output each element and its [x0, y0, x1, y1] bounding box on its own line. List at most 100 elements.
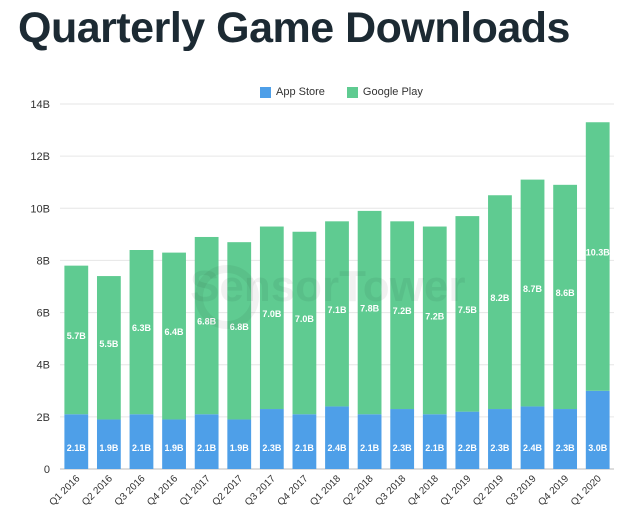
y-tick-label: 10B	[30, 203, 50, 215]
bar-google-play[interactable]	[455, 216, 480, 412]
legend-item-app-store[interactable]: App Store	[260, 86, 325, 98]
bar-google-play[interactable]	[96, 276, 121, 420]
x-tick-label: Q3 2019	[504, 473, 539, 508]
bar-google-play[interactable]	[390, 221, 415, 410]
bar-google-play[interactable]	[64, 265, 89, 415]
legend-swatch-google-play	[346, 86, 358, 98]
data-label: 1.9B	[165, 443, 185, 453]
x-tick-label: Q1 2019	[439, 473, 474, 508]
x-tick-label: Q3 2016	[113, 473, 148, 508]
data-label: 2.3B	[490, 443, 510, 453]
y-tick-label: 8B	[37, 255, 50, 267]
legend-label-google-play: Google Play	[362, 86, 423, 98]
data-label: 2.1B	[295, 443, 315, 453]
data-label: 8.2B	[490, 293, 510, 303]
bar-app-store[interactable]	[390, 409, 415, 469]
x-tick-label: Q2 2018	[341, 473, 376, 508]
data-label: 3.0B	[588, 443, 608, 453]
bar-app-store[interactable]	[553, 409, 578, 469]
data-label: 10.3B	[586, 248, 611, 258]
x-tick-label: Q3 2017	[243, 473, 278, 508]
x-tick-label: Q1 2020	[569, 473, 604, 508]
bar-app-store[interactable]	[455, 411, 480, 469]
bar-google-play[interactable]	[553, 184, 578, 410]
bar-app-store[interactable]	[129, 414, 154, 469]
bar-app-store[interactable]	[227, 419, 252, 469]
data-label: 2.4B	[523, 443, 543, 453]
data-label: 6.8B	[230, 322, 250, 332]
watermark-logo-icon	[195, 265, 259, 329]
data-label: 2.3B	[393, 443, 413, 453]
bar-app-store[interactable]	[357, 414, 382, 469]
bar-google-play[interactable]	[585, 122, 610, 391]
bar-app-store[interactable]	[64, 414, 89, 469]
bar-app-store[interactable]	[325, 406, 349, 469]
data-label: 7.8B	[360, 304, 380, 314]
x-tick-label: Q1 2016	[48, 473, 83, 508]
data-label: 2.3B	[556, 443, 576, 453]
bar-app-store[interactable]	[194, 414, 219, 469]
bar-app-store[interactable]	[96, 419, 121, 469]
data-label: 7.2B	[393, 306, 413, 316]
bar-google-play[interactable]	[162, 252, 186, 420]
y-tick-label: 4B	[37, 360, 50, 372]
bar-app-store[interactable]	[520, 406, 545, 469]
x-tick-label: Q4 2017	[276, 473, 311, 508]
y-tick-label: 14B	[30, 99, 50, 111]
y-tick-label: 2B	[37, 412, 50, 424]
x-tick-label: Q1 2018	[308, 473, 343, 508]
x-tick-label: Q2 2017	[210, 473, 245, 508]
data-label: 7.0B	[262, 309, 282, 319]
legend-label-app-store: App Store	[276, 86, 325, 98]
x-tick-label: Q1 2017	[178, 473, 213, 508]
data-label: 2.1B	[67, 443, 87, 453]
x-tick-label: Q2 2016	[80, 473, 115, 508]
bar-google-play[interactable]	[129, 250, 154, 415]
bar-app-store[interactable]	[259, 409, 284, 469]
data-label: 7.0B	[295, 314, 315, 324]
bar-app-store[interactable]	[488, 409, 512, 469]
x-tick-label: Q2 2019	[471, 473, 506, 508]
bar-google-play[interactable]	[357, 210, 382, 415]
data-label: 2.1B	[425, 443, 445, 453]
chart-title: Quarterly Game Downloads	[18, 4, 570, 52]
bar-google-play[interactable]	[488, 195, 512, 410]
bar-google-play[interactable]	[422, 226, 447, 415]
legend-swatch-app-store	[260, 86, 271, 98]
bar-google-play[interactable]	[259, 226, 284, 410]
data-label: 5.5B	[99, 339, 119, 349]
bar-google-play[interactable]	[292, 231, 317, 415]
data-label: 7.2B	[425, 311, 445, 321]
data-label: 6.4B	[165, 327, 185, 337]
data-label: 2.1B	[197, 443, 217, 453]
data-label: 6.3B	[132, 323, 152, 333]
bar-app-store[interactable]	[162, 419, 186, 469]
data-label: 2.2B	[458, 443, 478, 453]
data-label: 8.7B	[523, 284, 543, 294]
bar-app-store[interactable]	[585, 390, 610, 469]
legend: App Store Google Play	[260, 86, 445, 98]
bar-app-store[interactable]	[422, 414, 447, 469]
bar-google-play[interactable]	[325, 221, 349, 407]
legend-item-google-play[interactable]: Google Play	[346, 86, 423, 98]
bar-google-play[interactable]	[520, 179, 545, 407]
x-tick-label: Q3 2018	[373, 473, 408, 508]
data-label: 2.1B	[132, 443, 152, 453]
x-tick-label: Q4 2016	[145, 473, 180, 508]
y-tick-label: 12B	[30, 151, 50, 163]
y-tick-label: 6B	[37, 308, 50, 320]
data-label: 2.4B	[327, 443, 347, 453]
data-label: 1.9B	[99, 443, 119, 453]
bar-app-store[interactable]	[292, 414, 317, 469]
data-label: 2.1B	[360, 443, 380, 453]
data-label: 7.5B	[458, 305, 478, 315]
x-tick-label: Q4 2018	[406, 473, 441, 508]
y-tick-label: 0	[44, 464, 50, 476]
x-tick-label: Q4 2019	[536, 473, 571, 508]
data-label: 2.3B	[262, 443, 282, 453]
data-label: 8.6B	[556, 288, 576, 298]
data-label: 5.7B	[67, 331, 87, 341]
data-label: 1.9B	[230, 443, 250, 453]
data-label: 7.1B	[327, 305, 347, 315]
